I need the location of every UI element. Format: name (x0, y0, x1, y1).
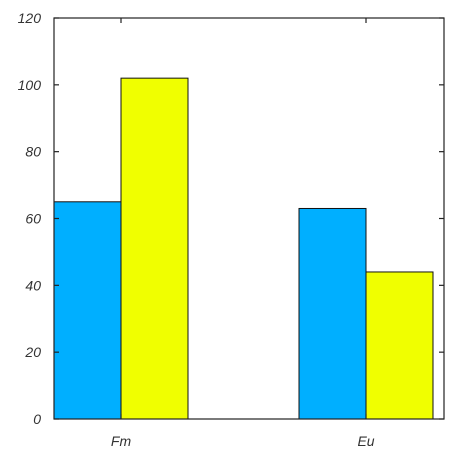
y-tick-label: 60 (25, 211, 41, 227)
x-tick-label: Eu (357, 433, 374, 449)
y-tick-label: 120 (18, 10, 42, 26)
bars-layer (53, 77, 434, 420)
y-tick-label: 20 (24, 344, 41, 360)
y-tick-label: 100 (18, 77, 42, 93)
bar-fm-series-2 (120, 77, 189, 420)
y-tick-label: 40 (25, 277, 41, 293)
bar-eu-series-1 (298, 207, 367, 420)
bar-fm-series-1 (53, 201, 122, 420)
x-tick-label: Fm (111, 433, 132, 449)
labels-layer: 0 20 40 60 80 100 120 Fm Eu (18, 10, 375, 449)
y-tick-label: 80 (25, 144, 41, 160)
y-tick-label: 0 (33, 411, 41, 427)
ticks-layer (54, 17, 444, 420)
bar-eu-series-2 (365, 271, 434, 420)
